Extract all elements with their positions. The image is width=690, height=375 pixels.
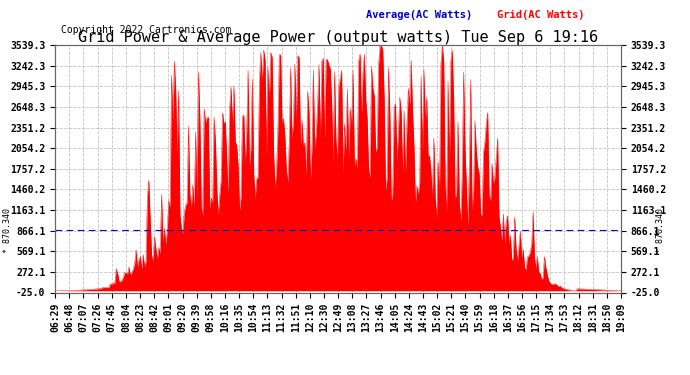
Text: * 870.340: * 870.340 — [3, 208, 12, 253]
Text: Average(AC Watts): Average(AC Watts) — [366, 10, 473, 20]
Text: Copyright 2022 Cartronics.com: Copyright 2022 Cartronics.com — [61, 25, 231, 35]
Text: * 870.340: * 870.340 — [656, 208, 665, 253]
Title: Grid Power & Average Power (output watts) Tue Sep 6 19:16: Grid Power & Average Power (output watts… — [78, 30, 598, 45]
Text: Grid(AC Watts): Grid(AC Watts) — [497, 10, 584, 20]
